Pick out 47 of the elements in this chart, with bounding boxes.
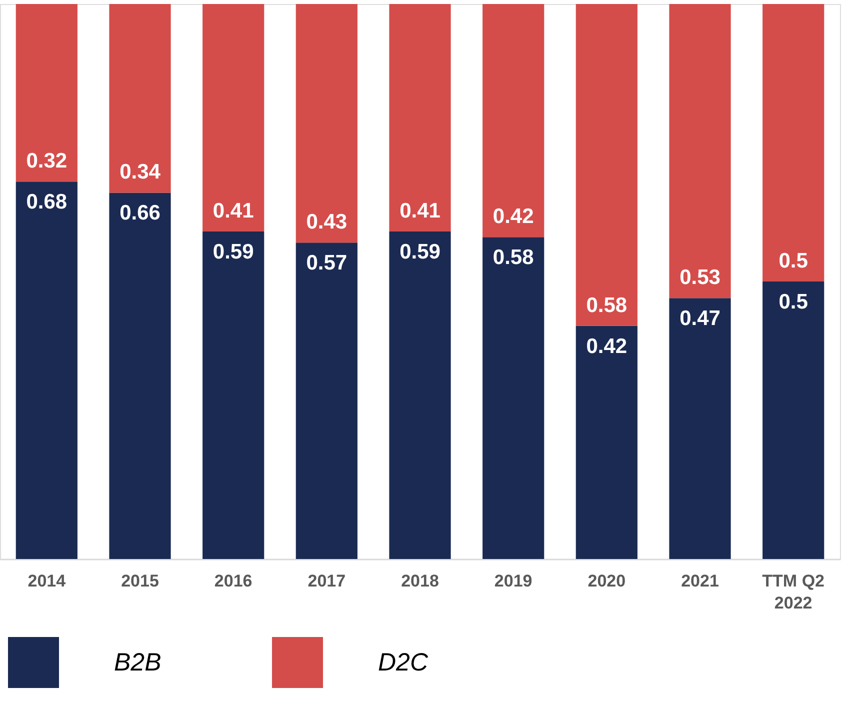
data-label: 0.41 (400, 200, 441, 223)
bar (576, 326, 638, 559)
bar (296, 242, 358, 559)
bar (576, 4, 638, 326)
bar (389, 4, 451, 232)
data-label: 0.32 (26, 150, 68, 173)
data-label: 0.68 (26, 190, 68, 214)
x-tick-label: 2020 (588, 572, 626, 590)
legend-label: D2C (378, 648, 429, 676)
bar (109, 4, 171, 193)
x-tick-label: TTM Q2 2022 (762, 572, 825, 612)
data-label: 0.34 (120, 160, 161, 184)
legend-label: B2B (114, 648, 162, 676)
data-label: 0.5 (778, 250, 808, 272)
bar (16, 182, 78, 559)
data-label: 0.42 (492, 205, 534, 228)
bar (762, 4, 824, 282)
x-tick-label: 2015 (121, 572, 159, 590)
data-label: 0.42 (586, 334, 628, 358)
data-label: 0.43 (306, 210, 348, 234)
data-label: 0.57 (306, 252, 348, 275)
x-tick-label: 2019 (494, 572, 532, 590)
bar (202, 4, 264, 232)
bar (202, 232, 264, 559)
x-tick-label: 2016 (214, 572, 252, 590)
data-label: 0.58 (492, 246, 534, 270)
bar (296, 4, 358, 243)
bar (109, 192, 171, 559)
data-label: 0.5 (778, 290, 808, 314)
data-label: 0.41 (212, 200, 254, 223)
data-label: 0.59 (212, 240, 254, 264)
bar (762, 282, 824, 559)
data-label: 0.58 (586, 294, 628, 317)
bar (669, 4, 731, 298)
data-label: 0.53 (680, 266, 720, 290)
bar (482, 237, 544, 559)
data-label: 0.47 (680, 307, 720, 330)
x-tick-label: 2014 (28, 572, 66, 590)
bar (669, 298, 731, 559)
x-tick-label: 2017 (308, 572, 346, 590)
bar (16, 4, 78, 182)
x-tick-label: 2018 (401, 572, 439, 590)
data-label: 0.66 (120, 202, 160, 225)
bar (389, 232, 451, 559)
bar (482, 4, 544, 238)
data-label: 0.59 (400, 240, 440, 264)
x-tick-label: 2021 (681, 572, 719, 590)
